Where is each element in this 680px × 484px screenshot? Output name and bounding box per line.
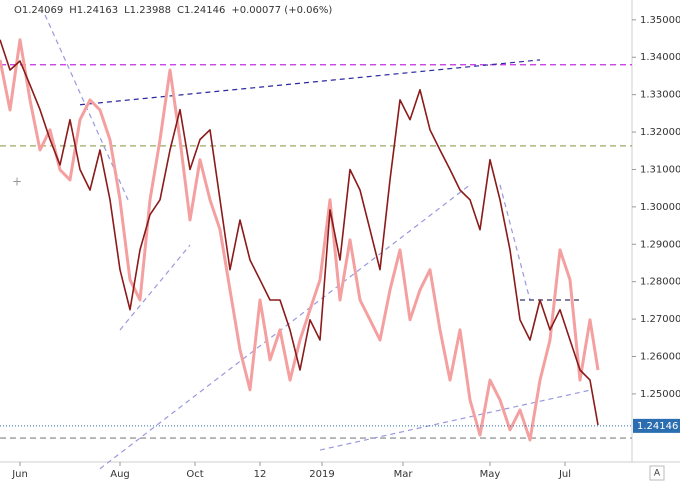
- ohlc-value: H1.24163: [69, 5, 118, 16]
- auto-scale-button[interactable]: [649, 465, 665, 481]
- y-tick-label: 1.27000: [640, 314, 680, 325]
- last-price-label: 1.24146: [637, 421, 678, 432]
- y-tick-label: 1.35000: [640, 15, 680, 26]
- ohlc-value: L1.23988: [124, 5, 171, 16]
- y-tick-label: 1.26000: [640, 352, 680, 363]
- ohlc-value: +0.00077 (+0.06%): [231, 5, 332, 16]
- x-tick-label: Oct: [186, 469, 203, 480]
- x-tick-label: 12: [254, 469, 267, 480]
- x-tick-label: Jun: [11, 469, 28, 480]
- x-tick-label: May: [480, 469, 501, 480]
- x-tick-label: 2019: [309, 469, 334, 480]
- auto-scale-icon[interactable]: A: [654, 469, 661, 479]
- trendline: [319, 389, 591, 451]
- trendline: [119, 244, 191, 331]
- last-price-box: [633, 418, 680, 433]
- y-tick-label: 1.34000: [640, 52, 680, 63]
- ohlc-value: O1.24069: [14, 5, 63, 16]
- price-line: [0, 38, 600, 442]
- crosshair-icon[interactable]: +: [12, 175, 22, 189]
- y-tick-label: 1.29000: [640, 239, 680, 250]
- trendline: [99, 184, 471, 470]
- x-tick-label: Aug: [110, 469, 130, 480]
- ohlc-value: C1.24146: [177, 5, 225, 16]
- header: O1.24069 H1.24163 L1.23988 C1.24146 +0.00077…: [14, 5, 332, 16]
- x-tick-label: Jul: [558, 469, 571, 480]
- y-tick-label: 1.25000: [640, 389, 680, 400]
- trendline: [499, 184, 531, 301]
- y-tick-label: 1.32000: [640, 127, 680, 138]
- y-tick-label: 1.31000: [640, 164, 680, 175]
- y-tick-label: 1.33000: [640, 90, 680, 101]
- price-line: [0, 39, 599, 426]
- x-tick-label: Mar: [394, 469, 414, 480]
- y-tick-label: 1.28000: [640, 277, 680, 288]
- y-tick-label: 1.30000: [640, 202, 680, 213]
